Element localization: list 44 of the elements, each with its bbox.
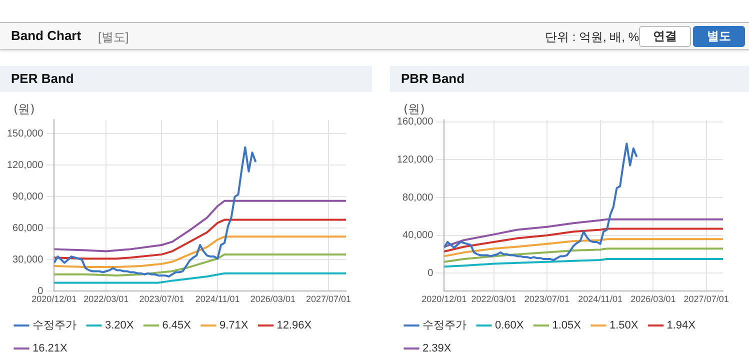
legend-label: 2.39X — [422, 342, 452, 355]
chart-title: PBR Band — [390, 66, 749, 92]
y-tick-label: 150,000 — [6, 128, 44, 140]
x-tick-label: 2022/03/01 — [471, 294, 516, 304]
x-tick-label: 2023/07/01 — [524, 294, 570, 304]
x-tick-label: 2027/07/01 — [684, 294, 729, 304]
text: 별도 — [693, 26, 745, 47]
legend-label: 3.20X — [105, 320, 134, 332]
legend-label: 9.71X — [219, 320, 249, 332]
y-tick-label: 0 — [428, 268, 434, 279]
y-tick-label: 30,000 — [12, 254, 44, 266]
legend-label: 1.05X — [552, 320, 582, 332]
y-tick-label: 40,000 — [402, 230, 434, 242]
legend-label: 1.50X — [609, 320, 639, 332]
chart-title: PER Band — [0, 66, 372, 92]
x-tick-label: 2023/07/01 — [139, 294, 184, 304]
legend-label: 6.45X — [162, 320, 192, 332]
legend-label: 수정주가 — [32, 320, 76, 332]
x-tick-label: 2024/11/01 — [578, 294, 622, 304]
legend-label: 16.21X — [32, 342, 68, 355]
legend-label: 0.60X — [495, 320, 524, 332]
y-tick-label: 160,000 — [396, 116, 434, 128]
y-tick-label: 80,000 — [402, 192, 434, 204]
y-tick-label: 120,000 — [396, 154, 434, 166]
y-axis-title: (원) — [403, 102, 425, 116]
x-tick-label: 2026/03/01 — [630, 294, 676, 304]
y-axis-title: (원) — [13, 102, 35, 116]
text: 단위 : 억원, 배, % — [544, 29, 639, 46]
y-tick-label: 60,000 — [12, 222, 44, 234]
x-tick-label: 2026/03/01 — [250, 294, 296, 304]
text: Band Chart — [11, 28, 82, 43]
x-tick-label: 2020/12/01 — [422, 294, 467, 304]
y-tick-label: 0 — [38, 286, 44, 297]
y-tick-label: 90,000 — [12, 191, 44, 202]
x-tick-label: 2022/03/01 — [84, 294, 129, 304]
x-tick-label: 2020/12/01 — [32, 294, 77, 304]
legend-label: 1.94X — [666, 320, 696, 332]
legend-label: 수정주가 — [422, 320, 466, 332]
y-tick-label: 120,000 — [6, 160, 44, 171]
legend-label: 12.96X — [276, 320, 312, 332]
x-tick-label: 2027/07/01 — [306, 294, 352, 304]
text: 연결 — [639, 26, 691, 47]
text: [별도] — [98, 29, 129, 46]
x-tick-label: 2024/11/01 — [195, 294, 240, 304]
